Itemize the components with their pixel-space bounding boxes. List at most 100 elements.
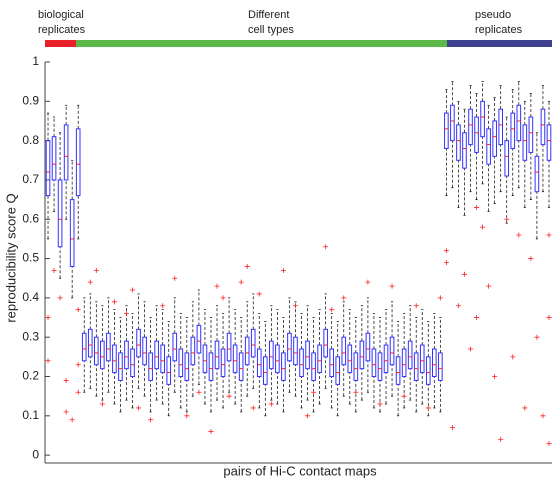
box bbox=[166, 356, 172, 385]
flier bbox=[244, 263, 250, 269]
group-label: cell types bbox=[248, 24, 294, 36]
flier bbox=[480, 224, 486, 230]
box bbox=[353, 352, 359, 381]
box bbox=[540, 108, 546, 146]
box bbox=[450, 104, 455, 142]
box bbox=[474, 116, 479, 153]
y-tick-label: 1 bbox=[32, 54, 39, 68]
box bbox=[438, 352, 443, 381]
box bbox=[148, 352, 153, 381]
flier bbox=[136, 405, 142, 411]
flier bbox=[75, 389, 81, 395]
group-label: replicates bbox=[38, 24, 86, 36]
y-tick-label: 0.2 bbox=[22, 369, 39, 383]
box bbox=[389, 336, 395, 366]
flier bbox=[63, 409, 69, 415]
box bbox=[154, 340, 159, 370]
flier bbox=[389, 283, 395, 289]
box bbox=[214, 340, 220, 370]
box bbox=[534, 155, 540, 193]
box bbox=[250, 328, 256, 358]
box bbox=[383, 344, 389, 374]
box bbox=[226, 332, 232, 362]
box bbox=[522, 124, 528, 161]
flier bbox=[268, 401, 274, 407]
flier bbox=[196, 389, 202, 395]
flier bbox=[492, 374, 498, 380]
box bbox=[407, 340, 413, 370]
group-label: pseudo bbox=[475, 9, 511, 21]
flier bbox=[323, 244, 329, 250]
box bbox=[69, 199, 75, 267]
box bbox=[546, 124, 552, 161]
flier bbox=[69, 417, 75, 423]
box bbox=[486, 128, 491, 165]
flier bbox=[280, 267, 286, 273]
flier bbox=[93, 267, 99, 273]
box bbox=[262, 356, 268, 385]
flier bbox=[57, 295, 63, 301]
flier bbox=[111, 299, 117, 305]
flier bbox=[510, 354, 516, 360]
box bbox=[323, 328, 328, 358]
flier bbox=[292, 303, 298, 309]
box bbox=[528, 116, 534, 153]
flier bbox=[468, 346, 474, 352]
x-axis-label: pairs of Hi-C contact maps bbox=[223, 463, 377, 478]
box bbox=[287, 332, 292, 362]
flier bbox=[540, 413, 546, 419]
flier bbox=[160, 303, 166, 309]
box bbox=[87, 328, 93, 358]
flier bbox=[305, 413, 311, 419]
flier bbox=[546, 440, 552, 446]
box bbox=[299, 348, 304, 378]
flier bbox=[504, 216, 510, 222]
flier bbox=[443, 260, 449, 265]
flier bbox=[455, 303, 461, 309]
flier bbox=[461, 271, 467, 277]
box bbox=[377, 352, 383, 381]
flier bbox=[341, 295, 347, 301]
box bbox=[311, 352, 316, 381]
y-tick-label: 0.7 bbox=[22, 172, 39, 186]
flier bbox=[184, 413, 190, 419]
y-tick-label: 0.4 bbox=[22, 290, 39, 304]
flier bbox=[99, 401, 105, 407]
group-bar bbox=[76, 40, 447, 47]
box bbox=[244, 336, 250, 366]
group-bar bbox=[447, 40, 552, 47]
flier bbox=[449, 425, 455, 431]
box bbox=[335, 356, 341, 385]
box bbox=[112, 344, 117, 374]
flier bbox=[123, 311, 129, 317]
box bbox=[202, 344, 208, 374]
flier bbox=[534, 334, 540, 340]
box bbox=[510, 112, 516, 149]
y-tick-label: 0.6 bbox=[22, 211, 39, 225]
flier bbox=[75, 307, 81, 313]
flier bbox=[63, 377, 69, 383]
box bbox=[75, 128, 81, 197]
box bbox=[293, 336, 298, 366]
flier bbox=[401, 393, 407, 399]
flier bbox=[413, 303, 419, 309]
flier bbox=[148, 417, 154, 423]
flier bbox=[437, 295, 443, 301]
box bbox=[160, 344, 166, 374]
box bbox=[371, 348, 377, 378]
group-label: biological bbox=[38, 9, 84, 21]
box bbox=[516, 104, 522, 142]
group-bar bbox=[45, 40, 76, 47]
flier bbox=[75, 362, 81, 368]
box bbox=[136, 328, 141, 358]
flier bbox=[516, 232, 522, 238]
box bbox=[480, 100, 485, 138]
flier bbox=[256, 291, 262, 297]
flier bbox=[486, 283, 492, 289]
y-tick-label: 0.9 bbox=[22, 93, 39, 107]
flier bbox=[226, 393, 232, 399]
flier bbox=[474, 315, 480, 321]
box bbox=[208, 352, 214, 381]
